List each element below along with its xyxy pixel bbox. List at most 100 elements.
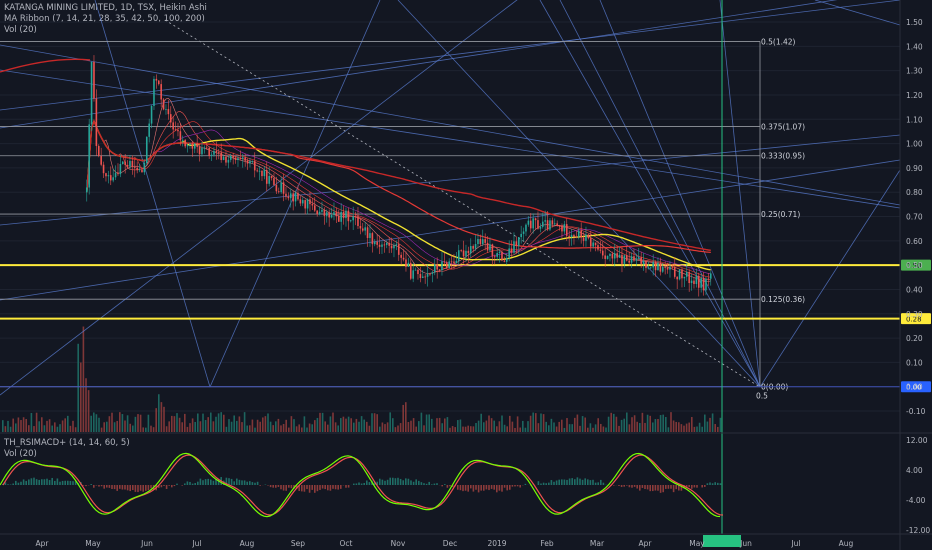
ma-200-tail — [0, 58, 91, 73]
histogram-bar — [319, 485, 321, 490]
candle-body — [594, 242, 597, 246]
candle-body — [234, 157, 237, 161]
volume-bar — [592, 427, 594, 432]
volume-bar — [483, 422, 485, 432]
candle-body — [313, 205, 316, 211]
histogram-bar — [537, 481, 540, 485]
candle-body — [462, 250, 465, 257]
histogram-bar — [384, 480, 386, 485]
candle-body — [491, 244, 494, 257]
candle-body — [141, 169, 143, 173]
histogram-bar — [555, 480, 558, 485]
candle-body — [527, 220, 530, 225]
volume-bar — [545, 421, 547, 432]
candle-body — [443, 261, 446, 263]
volume-bar — [269, 421, 272, 432]
candle-body — [613, 253, 616, 259]
candle-body — [301, 200, 304, 204]
volume-bar — [12, 418, 14, 432]
volume-bar — [43, 425, 46, 432]
candle-body — [395, 244, 398, 246]
candle-body — [258, 170, 261, 172]
volume-bar — [103, 422, 105, 432]
volume-bar — [509, 415, 511, 432]
volume-bar — [199, 421, 202, 432]
candle-body — [349, 220, 352, 222]
volume-bar — [108, 416, 111, 432]
candle-body — [201, 148, 203, 155]
volume-bar — [358, 421, 360, 432]
histogram-bar — [12, 483, 14, 485]
volume-bar — [251, 419, 254, 432]
volume-bar — [566, 418, 568, 432]
moving-average-line — [86, 119, 711, 251]
candle-body — [361, 228, 364, 231]
candle-body — [666, 267, 669, 270]
volume-bar — [4, 426, 7, 432]
volume-bar — [308, 423, 311, 432]
histogram-bar — [594, 482, 597, 485]
histogram-bar — [483, 485, 485, 491]
candle-body — [647, 267, 650, 269]
volume-bar — [282, 423, 285, 432]
candle-body — [121, 161, 124, 165]
volume-bar — [152, 427, 155, 432]
volume-bar — [704, 414, 706, 432]
volume-bar — [524, 427, 527, 432]
volume-legend[interactable]: Vol (20) — [4, 25, 37, 35]
volume-bar — [301, 427, 303, 432]
volume-bar — [371, 413, 373, 432]
volume-bar — [30, 412, 33, 432]
candle-body — [177, 129, 179, 132]
histogram-bar — [48, 480, 51, 485]
histogram-bar — [475, 485, 477, 490]
candle-body — [465, 250, 467, 257]
oscillator-legend[interactable]: TH_RSIMACD+ (14, 14, 60, 5) — [4, 438, 130, 448]
volume-bar — [314, 420, 316, 432]
volume-bar — [184, 413, 186, 432]
volume-bar — [626, 412, 628, 432]
volume-bar — [678, 422, 680, 432]
volume-bar — [340, 418, 342, 432]
histogram-bar — [82, 485, 85, 486]
histogram-bar — [696, 485, 698, 488]
candle-body — [441, 261, 443, 271]
volume-bar — [563, 427, 566, 432]
volume-bar — [397, 425, 399, 432]
histogram-bar — [659, 485, 662, 493]
histogram-bar — [503, 485, 506, 488]
candle-body — [328, 212, 330, 218]
oscillator-volume-legend[interactable]: Vol (20) — [4, 449, 37, 459]
histogram-bar — [324, 485, 326, 490]
volume-bar — [204, 420, 207, 432]
volume-bar — [698, 422, 701, 432]
histogram-bar — [355, 483, 358, 485]
symbol-legend[interactable]: KATANGA MINING LIMITED, 1D, TSX, Heikin … — [4, 3, 207, 13]
candle-body — [551, 220, 554, 225]
candle-body — [342, 211, 345, 219]
volume-bar — [464, 426, 467, 432]
candle-body — [589, 238, 592, 247]
ma-ribbon-legend[interactable]: MA Ribbon (7, 14, 21, 28, 35, 42, 50, 10… — [4, 14, 205, 24]
candle-body — [503, 260, 506, 262]
candle-body — [445, 262, 448, 269]
histogram-bar — [98, 485, 100, 487]
candle-body — [162, 99, 165, 110]
candle-body — [582, 237, 585, 241]
volume-bar — [670, 412, 672, 432]
candle-body — [609, 253, 611, 257]
volume-bar — [368, 425, 371, 432]
histogram-bar — [337, 485, 339, 490]
candle-body — [541, 221, 544, 227]
histogram-bar — [418, 480, 420, 485]
candle-body — [179, 131, 182, 141]
candle-body — [568, 235, 570, 238]
candle-body — [270, 176, 273, 179]
candle-body — [565, 224, 568, 236]
histogram-bar — [256, 481, 259, 485]
volume-bar — [644, 422, 646, 432]
y-tick-label: 0.60 — [906, 237, 923, 246]
volume-bar — [652, 422, 654, 432]
